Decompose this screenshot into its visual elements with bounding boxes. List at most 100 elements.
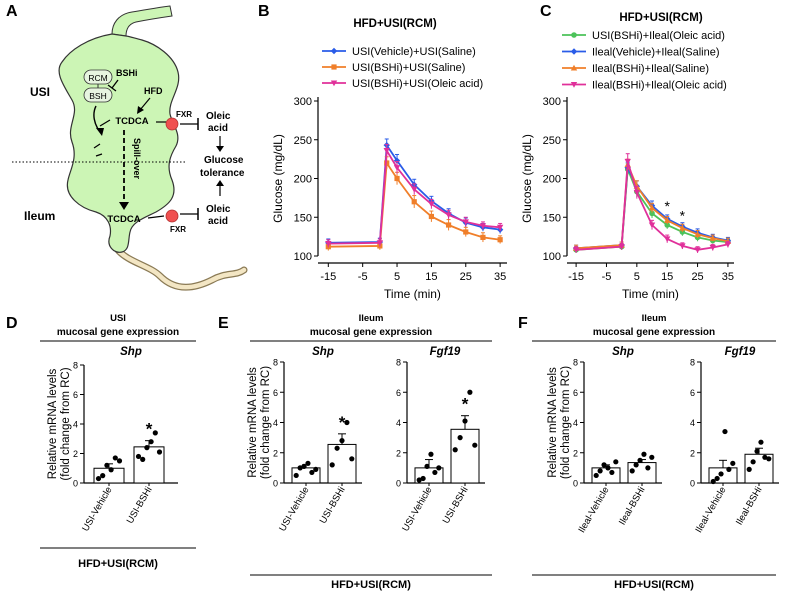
y-axis-label-units: (fold change from RC)	[260, 366, 272, 479]
data-point	[641, 451, 647, 457]
x-tick-label: -15	[568, 271, 584, 283]
y-tick-label: 6	[396, 388, 401, 398]
bar	[450, 428, 480, 484]
series-3	[572, 158, 732, 252]
y-tick-label: 2	[573, 448, 578, 458]
x-tick-label: USI-BSHi	[125, 485, 155, 526]
x-tick-label: 15	[661, 271, 673, 283]
spill-over-arrowhead	[119, 202, 129, 210]
y-tick-label: 8	[273, 358, 278, 368]
data-point	[152, 430, 158, 436]
data-point	[664, 222, 670, 228]
data-point	[445, 212, 452, 219]
data-point	[393, 157, 401, 164]
data-point	[497, 237, 503, 243]
data-point	[479, 223, 487, 229]
x-tick-label: 5	[394, 271, 400, 283]
fxr-bottom-label: FXR	[170, 225, 186, 234]
y-axis-label: Relative mRNA levels	[547, 367, 559, 478]
data-point	[416, 477, 422, 483]
bshi-inhibit	[107, 79, 119, 92]
significance-star: *	[680, 207, 686, 223]
panel-e-header: Ileum mucosal gene expression HFD+USI(RC…	[250, 313, 492, 591]
series-line	[328, 147, 501, 245]
data-point	[649, 210, 655, 217]
chart-title: Fgf19	[430, 346, 461, 358]
data-point	[605, 465, 611, 471]
x-tick-label: USI-BSHi	[441, 485, 471, 526]
data-point	[649, 454, 655, 460]
x-tick-label: Ileal-Vehicle	[576, 485, 611, 535]
oleic-top-arrowhead	[216, 146, 224, 152]
y-tick-label: 250	[294, 135, 312, 147]
chart-title: Shp	[612, 346, 634, 358]
tcdca-dashes	[93, 143, 103, 157]
data-point	[148, 439, 154, 445]
panel-e-head-2: mucosal gene expression	[310, 327, 432, 338]
data-point	[746, 466, 752, 472]
y-tick-label: 2	[273, 448, 278, 458]
significance-star: *	[462, 395, 469, 414]
data-point	[754, 448, 760, 454]
data-point	[762, 454, 768, 460]
data-point	[384, 160, 390, 166]
panel-a-schematic: A USI Ileum RCM BSH BSHi HFD TCDCA FXR O…	[6, 3, 248, 291]
y-tick-label: 150	[543, 212, 561, 224]
significance-star: *	[339, 413, 346, 432]
legend-label: USI(BSHi)+USI(Saline)	[352, 62, 465, 74]
data-point	[420, 475, 426, 482]
data-point	[112, 455, 118, 461]
data-point	[714, 475, 720, 482]
legend-marker	[570, 48, 578, 55]
data-point	[334, 445, 340, 451]
x-tick-label: Ileal-BSHi	[617, 485, 648, 527]
fxr-top-label: FXR	[176, 110, 192, 119]
x-tick-label: -5	[358, 271, 368, 283]
data-point	[344, 419, 350, 426]
legend-marker	[331, 64, 337, 70]
data-point	[293, 472, 299, 479]
data-point	[424, 463, 430, 469]
panel-letter-c: C	[540, 3, 552, 20]
data-point	[156, 449, 163, 455]
y-tick-label: 8	[73, 361, 78, 371]
x-tick-label: Ileal-Vehicle	[693, 485, 728, 535]
y-tick-label: 150	[294, 212, 312, 224]
legend-marker	[570, 64, 578, 71]
x-axis-label: Time (min)	[384, 287, 441, 301]
glucose-label-1: Glucose	[204, 155, 244, 166]
data-point	[428, 451, 434, 457]
y-tick-label: 6	[573, 388, 578, 398]
panel-e-head-1: Ileum	[359, 313, 384, 324]
data-point	[722, 428, 728, 435]
legend-label: Ileal(BSHi)+Ileal(Oleic acid)	[592, 80, 727, 92]
data-point	[313, 466, 319, 472]
data-point	[452, 447, 458, 453]
data-point	[467, 389, 473, 395]
data-point	[496, 224, 504, 231]
tcdca-fxr-bottom-link	[147, 215, 165, 219]
y-tick-label: 8	[573, 358, 578, 368]
ileum-label: Ileum	[24, 209, 55, 223]
data-point	[301, 463, 307, 469]
data-point	[633, 462, 639, 468]
x-tick-label: 25	[691, 271, 703, 283]
data-point	[718, 471, 724, 477]
x-axis-label: Time (min)	[622, 287, 679, 301]
data-point	[766, 456, 772, 462]
x-tick-label: 25	[460, 271, 472, 283]
data-point	[648, 204, 656, 211]
legend-marker	[330, 47, 338, 55]
data-point	[116, 458, 123, 464]
series-3	[325, 143, 504, 248]
data-point	[664, 217, 671, 223]
x-tick-label: 5	[634, 271, 640, 283]
data-point	[609, 469, 615, 476]
y-tick-label: 250	[543, 135, 561, 147]
panel-letter-e: E	[218, 315, 229, 332]
rcm-label: RCM	[88, 73, 107, 83]
data-point	[376, 240, 384, 247]
x-tick-label: USI-Vehicle	[277, 485, 311, 533]
y-axis-label-units: (fold change from RC)	[560, 366, 572, 479]
